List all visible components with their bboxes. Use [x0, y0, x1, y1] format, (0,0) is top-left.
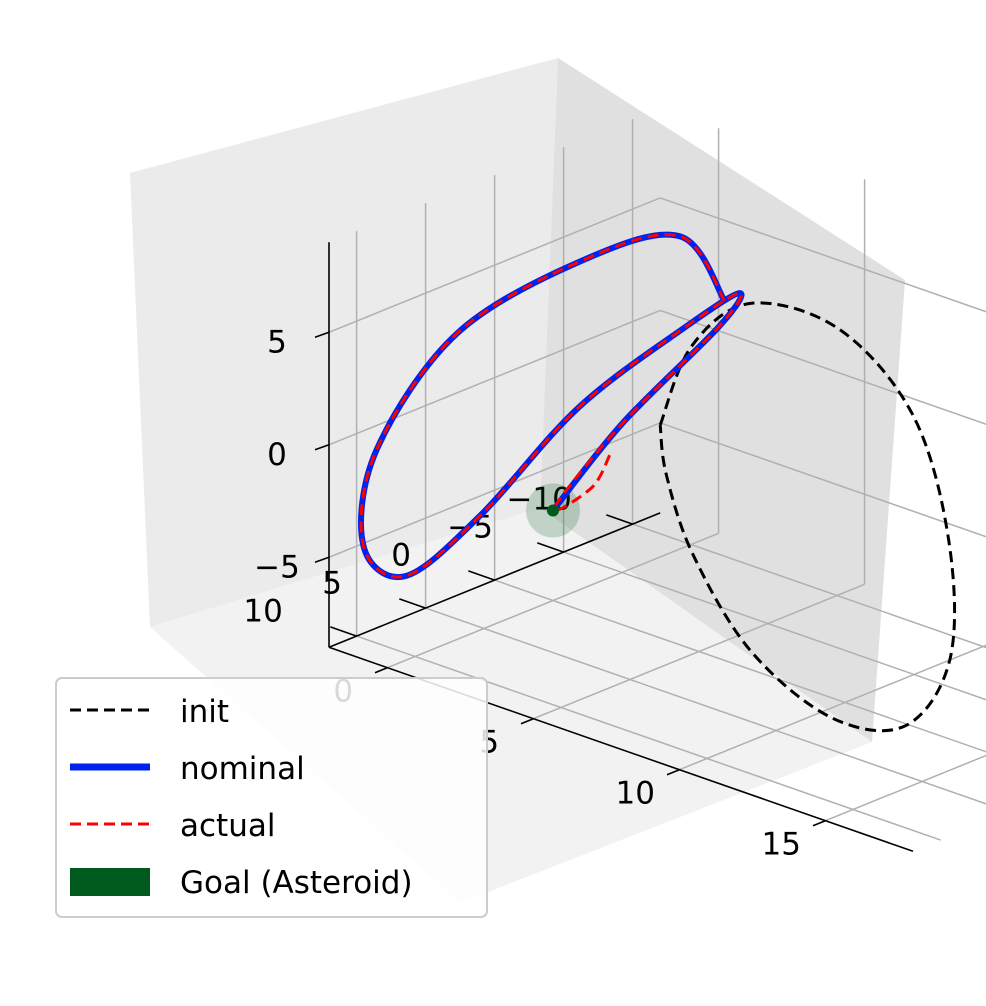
axis-panes — [130, 58, 905, 903]
series-line-init — [658, 301, 957, 733]
legend: init nominal actual Goal (Asteroid) — [55, 677, 488, 918]
grid-line-y-floor-10 — [356, 635, 941, 841]
z-tick-label--5: −5 — [254, 549, 300, 585]
floor-pane — [150, 508, 872, 903]
right-pane — [540, 58, 905, 742]
series-lines — [358, 231, 957, 733]
left-pane — [130, 58, 558, 627]
grid-line-y-floor-0 — [494, 579, 986, 753]
y-tick-label-5: 5 — [322, 565, 342, 601]
x-tick-mark-5 — [520, 717, 534, 725]
goal-point — [547, 504, 559, 517]
y-tick-mark--10 — [606, 514, 633, 525]
x-tick-label-15: 15 — [762, 827, 801, 863]
grid-line-y-floor--5 — [563, 551, 986, 701]
grid-line-z-right-5 — [328, 197, 661, 333]
y-tick-mark-5 — [399, 598, 426, 609]
grid-line-z-right-0 — [328, 309, 661, 446]
grid-line-z--5 — [659, 422, 986, 538]
y-tick-mark-10 — [330, 626, 357, 637]
z-tick-label-5: 5 — [267, 324, 287, 360]
legend-frame — [55, 677, 488, 918]
grid-line-y-floor--10 — [632, 523, 986, 649]
grid-line-x-floor-15 — [825, 754, 986, 822]
z-tick-mark-0 — [314, 444, 330, 451]
y-tick-mark--5 — [537, 542, 564, 553]
grid-line-y-floor-5 — [425, 607, 986, 805]
grid-lines — [328, 119, 986, 841]
z-tick-label-0: 0 — [267, 437, 287, 473]
x-tick-mark-15 — [812, 819, 826, 827]
y-tick-label-0: 0 — [391, 537, 411, 573]
legend-label-nominal: nominal — [180, 751, 305, 787]
legend-label-actual: actual — [180, 808, 275, 844]
legend-label-goal: Goal (Asteroid) — [180, 865, 413, 901]
series-line-actual — [359, 233, 743, 579]
x-tick-mark-10 — [666, 768, 680, 776]
x-tick-mark-0 — [374, 666, 388, 674]
legend-swatch-goal — [70, 868, 150, 896]
grid-line-z-5 — [659, 197, 986, 313]
grid-line-z-0 — [659, 309, 986, 426]
z-tick-mark--5 — [314, 556, 330, 564]
x-tick-label-10: 10 — [616, 776, 655, 812]
legend-label-init: init — [180, 694, 229, 730]
y-tick-label-10: 10 — [243, 593, 282, 629]
y-tick-mark-0 — [468, 570, 495, 581]
z-tick-mark-5 — [314, 331, 330, 339]
